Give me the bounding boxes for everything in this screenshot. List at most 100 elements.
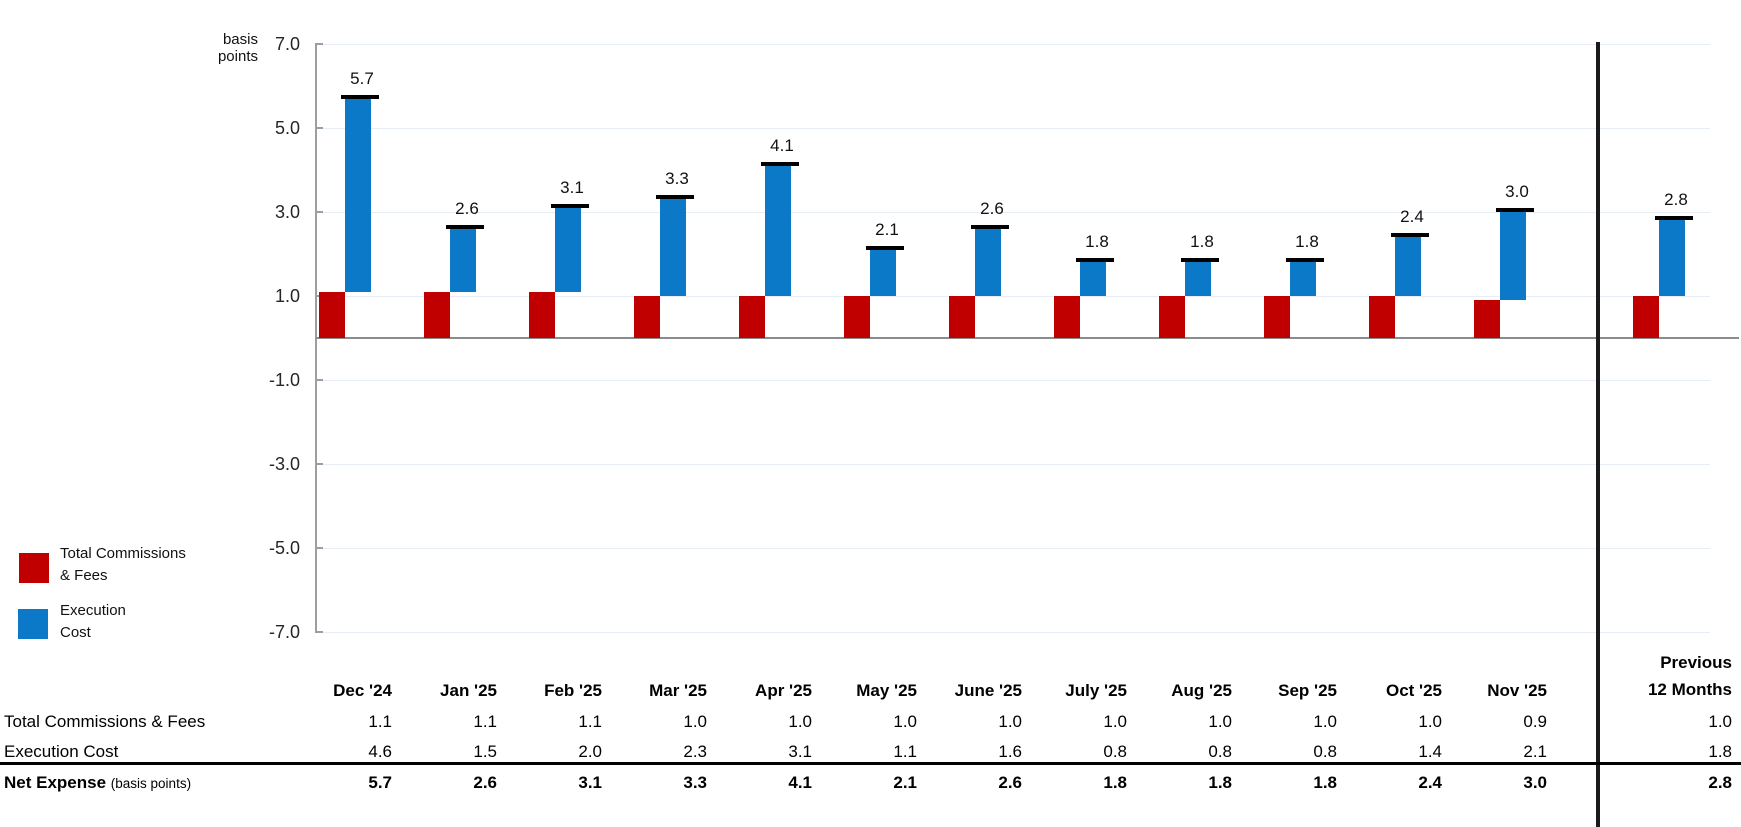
y-tick-mark: [315, 211, 323, 213]
bar-total-commissions-fees: [844, 296, 870, 338]
month-column-header: June '25: [954, 681, 1022, 700]
net-expense-cap-line: [341, 94, 379, 99]
bar-total-commissions-fees: [1474, 300, 1500, 338]
bar-value-label: 3.1: [560, 177, 584, 197]
cell-execution-cost: 2.3: [683, 742, 707, 761]
cell-net-expense: 4.1: [788, 773, 812, 792]
table-divider-line: [0, 762, 1741, 765]
bar-execution-cost: [345, 98, 371, 292]
legend-swatch-total-commissions: [19, 553, 49, 583]
legend-commissions-line2: & Fees: [60, 567, 108, 584]
bar-value-label: 1.8: [1295, 232, 1319, 252]
gridline: [316, 631, 1710, 633]
bar-execution-cost: [870, 249, 896, 296]
bar-execution-cost: [1395, 237, 1421, 296]
cell-net-expense: 2.6: [473, 773, 497, 792]
month-column-header: Feb '25: [544, 681, 602, 700]
bar-execution-cost: [450, 228, 476, 292]
cell-net-expense: 3.3: [683, 773, 707, 792]
net-expense-cap-line: [1181, 258, 1219, 263]
bar-total-commissions-fees: [529, 291, 555, 338]
row-label-total-commissions-fees: Total Commissions & Fees: [4, 712, 206, 731]
bar-execution-cost: [555, 207, 581, 292]
bar-execution-cost: [975, 228, 1001, 296]
gridline: [316, 463, 1710, 465]
y-tick-mark: [315, 127, 323, 129]
cell-total-commissions-fees: 1.0: [1418, 712, 1442, 731]
y-tick-mark: [315, 43, 323, 45]
previous-period-separator-line: [1596, 42, 1600, 827]
net-expense-label-suffix: (basis points): [110, 776, 192, 791]
bar-execution-cost: [1659, 220, 1685, 296]
y-tick-label: -3.0: [268, 454, 300, 474]
cell-execution-cost: 1.4: [1418, 742, 1442, 761]
cell-total-commissions-fees: 1.0: [1208, 712, 1232, 731]
y-tick-label: -1.0: [268, 370, 300, 390]
y-axis-unit-line2: points: [217, 48, 258, 65]
bar-total-commissions-fees: [739, 296, 765, 338]
bar-value-label: 4.1: [770, 135, 794, 155]
month-column-header: Jan '25: [440, 681, 497, 700]
month-column-header: Apr '25: [755, 681, 812, 700]
cell-total-commissions-fees: 1.0: [683, 712, 707, 731]
cell-execution-cost: 3.1: [788, 742, 812, 761]
bar-value-label: 2.6: [980, 198, 1004, 218]
net-expense-cap-line: [1496, 208, 1534, 212]
y-tick-label: -5.0: [268, 538, 300, 558]
gridline: [316, 547, 1710, 549]
cell-total-commissions-fees: 1.0: [998, 712, 1022, 731]
cell-execution-cost: 0.8: [1313, 742, 1337, 761]
cell-net-expense: 3.1: [578, 773, 602, 792]
legend-swatch-execution-cost: [18, 609, 48, 639]
legend-execution-line2: Cost: [60, 624, 91, 641]
bar-value-label: 3.3: [665, 169, 689, 189]
cell-net-expense: 1.8: [1103, 773, 1127, 792]
row-label-net-expense: Net Expense (basis points): [4, 772, 191, 795]
month-column-header: Mar '25: [649, 681, 707, 700]
previous-12-months-header-line2: 12 Months: [1647, 680, 1732, 699]
bar-value-label: 2.6: [455, 198, 479, 218]
y-axis-unit-label: basis points: [180, 31, 258, 65]
net-expense-cap-line: [446, 224, 484, 229]
row-label-execution-cost: Execution Cost: [4, 742, 119, 761]
cell-execution-cost: 1.8: [1708, 742, 1732, 761]
y-tick-mark: [315, 547, 323, 549]
bar-value-label: 2.8: [1664, 190, 1688, 210]
cell-net-expense: 1.8: [1313, 773, 1337, 792]
gridline: [316, 379, 1710, 381]
net-expense-cap-line: [1076, 258, 1114, 263]
bar-value-label: 3.0: [1505, 182, 1529, 201]
cell-execution-cost: 2.1: [1523, 742, 1547, 761]
cell-execution-cost: 1.5: [473, 742, 497, 761]
bar-total-commissions-fees: [1369, 296, 1395, 338]
net-expense-cap-line: [1391, 233, 1429, 238]
bar-value-label: 2.1: [875, 219, 899, 239]
bar-total-commissions-fees: [319, 291, 345, 338]
cell-total-commissions-fees: 1.0: [893, 712, 917, 731]
month-column-header: Oct '25: [1385, 681, 1442, 700]
bar-total-commissions-fees: [1054, 296, 1080, 338]
bar-execution-cost: [1080, 262, 1106, 296]
net-expense-cap-line: [761, 161, 799, 166]
cell-net-expense: 2.1: [893, 773, 917, 792]
net-expense-cap-line: [551, 203, 589, 208]
cell-total-commissions-fees: 0.9: [1523, 712, 1547, 731]
y-tick-mark: [315, 463, 323, 465]
y-tick-label: 7.0: [274, 34, 300, 54]
bar-execution-cost: [1185, 262, 1211, 296]
legend-label-total-commissions: Total Commissions & Fees: [60, 543, 186, 587]
legend-label-execution-cost: Execution Cost: [60, 600, 126, 644]
gridline: [316, 127, 1710, 129]
net-expense-cap-line: [866, 245, 904, 250]
net-expense-cap-line: [1655, 216, 1693, 221]
gridline: [316, 43, 1710, 45]
bar-value-label: 1.8: [1085, 232, 1109, 252]
month-column-header: Aug '25: [1171, 681, 1232, 700]
cell-total-commissions-fees: 1.0: [788, 712, 812, 731]
month-column-header: Sep '25: [1278, 681, 1337, 700]
bar-total-commissions-fees: [634, 296, 660, 338]
cell-total-commissions-fees: 1.1: [368, 712, 392, 731]
y-tick-label: 1.0: [274, 286, 300, 306]
bar-total-commissions-fees: [949, 296, 975, 338]
